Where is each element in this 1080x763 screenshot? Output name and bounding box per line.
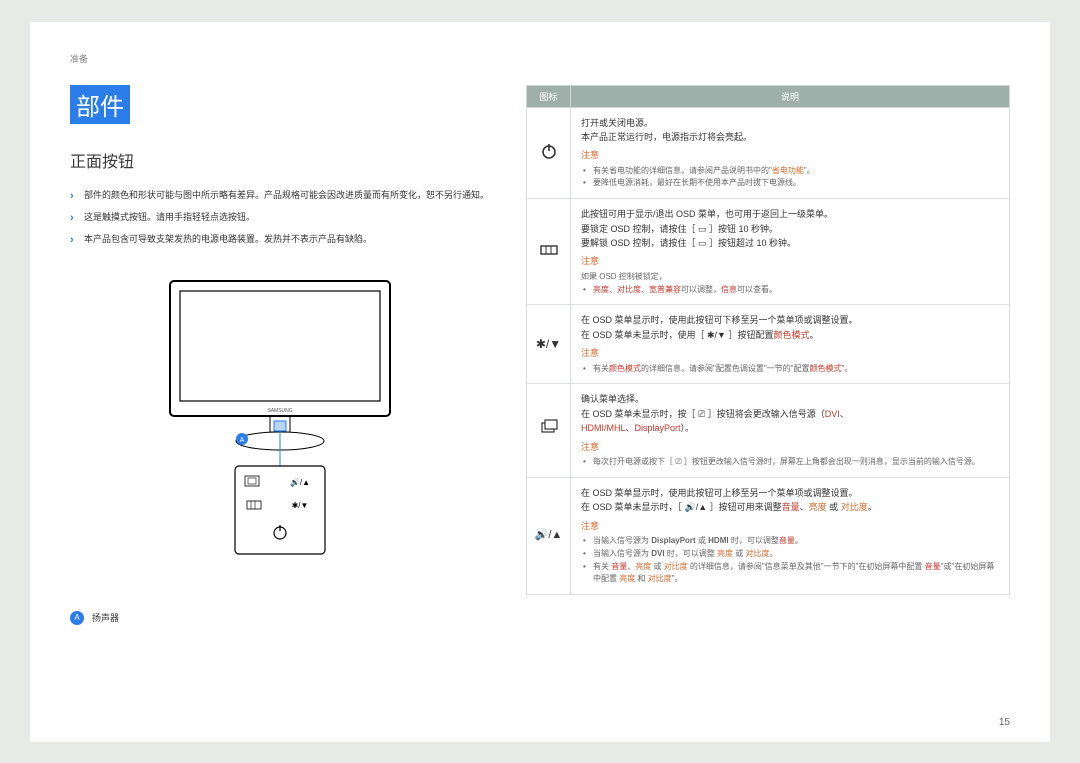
table-row: 🔊/▲在 OSD 菜单显示时，使用此按钮可上移至另一个菜单项或调整设置。在 OS… — [527, 477, 1010, 594]
section-title: 部件 — [70, 85, 130, 124]
menu-icon — [527, 199, 571, 305]
table-row: 打开或关闭电源。本产品正常运行时，电源指示灯将会亮起。注意有关省电功能的详细信息… — [527, 107, 1010, 199]
svg-text:🔊/▲: 🔊/▲ — [290, 477, 310, 487]
magic-icon: ✱/▼ — [527, 305, 571, 384]
subsection-title: 正面按钮 — [70, 148, 490, 172]
table-row: 确认菜单选择。在 OSD 菜单未显示时，按［ ⎚ ］按钮将会更改输入信号源（DV… — [527, 384, 1010, 477]
figure-caption: A 扬声器 — [70, 611, 490, 625]
source-icon — [527, 384, 571, 477]
power-icon — [527, 107, 571, 199]
th-desc: 说明 — [571, 85, 1010, 107]
svg-text:SAMSUNG: SAMSUNG — [267, 408, 292, 414]
monitor-figure: SAMSUNG A 🔊/▲ — [70, 271, 490, 571]
manual-page: 准备 部件 正面按钮 部件的颜色和形状可能与图中所示略有差异。产品规格可能会因改… — [30, 22, 1050, 742]
svg-text:A: A — [240, 437, 245, 444]
intro-bullet: 这是触摸式按钮。请用手指轻轻点选按钮。 — [70, 210, 490, 224]
th-icon: 图标 — [527, 85, 571, 107]
intro-bullet: 部件的颜色和形状可能与图中所示略有差异。产品规格可能会因改进质量而有所变化，恕不… — [70, 188, 490, 202]
left-column: 部件 正面按钮 部件的颜色和形状可能与图中所示略有差异。产品规格可能会因改进质量… — [70, 85, 490, 625]
desc-cell: 在 OSD 菜单显示时，使用此按钮可下移至另一个菜单项或调整设置。在 OSD 菜… — [571, 305, 1010, 384]
right-column: 图标 说明 打开或关闭电源。本产品正常运行时，电源指示灯将会亮起。注意有关省电功… — [526, 85, 1010, 625]
svg-text:✱/▼: ✱/▼ — [292, 501, 309, 510]
badge-a-icon: A — [70, 611, 84, 625]
table-row: ✱/▼在 OSD 菜单显示时，使用此按钮可下移至另一个菜单项或调整设置。在 OS… — [527, 305, 1010, 384]
button-spec-table: 图标 说明 打开或关闭电源。本产品正常运行时，电源指示灯将会亮起。注意有关省电功… — [526, 85, 1010, 596]
desc-cell: 在 OSD 菜单显示时，使用此按钮可上移至另一个菜单项或调整设置。在 OSD 菜… — [571, 477, 1010, 594]
desc-cell: 打开或关闭电源。本产品正常运行时，电源指示灯将会亮起。注意有关省电功能的详细信息… — [571, 107, 1010, 199]
desc-cell: 此按钮可用于显示/退出 OSD 菜单，也可用于返回上一级菜单。要锁定 OSD 控… — [571, 199, 1010, 305]
intro-bullet: 本产品包含可导致支架发热的电源电路装置。发热并不表示产品有缺陷。 — [70, 232, 490, 246]
caption-text: 扬声器 — [92, 611, 119, 624]
desc-cell: 确认菜单选择。在 OSD 菜单未显示时，按［ ⎚ ］按钮将会更改输入信号源（DV… — [571, 384, 1010, 477]
table-row: 此按钮可用于显示/退出 OSD 菜单，也可用于返回上一级菜单。要锁定 OSD 控… — [527, 199, 1010, 305]
breadcrumb: 准备 — [70, 52, 1010, 65]
volume-icon: 🔊/▲ — [527, 477, 571, 594]
intro-bullets: 部件的颜色和形状可能与图中所示略有差异。产品规格可能会因改进质量而有所变化，恕不… — [70, 188, 490, 247]
two-column-layout: 部件 正面按钮 部件的颜色和形状可能与图中所示略有差异。产品规格可能会因改进质量… — [70, 85, 1010, 625]
page-number: 15 — [999, 717, 1010, 728]
